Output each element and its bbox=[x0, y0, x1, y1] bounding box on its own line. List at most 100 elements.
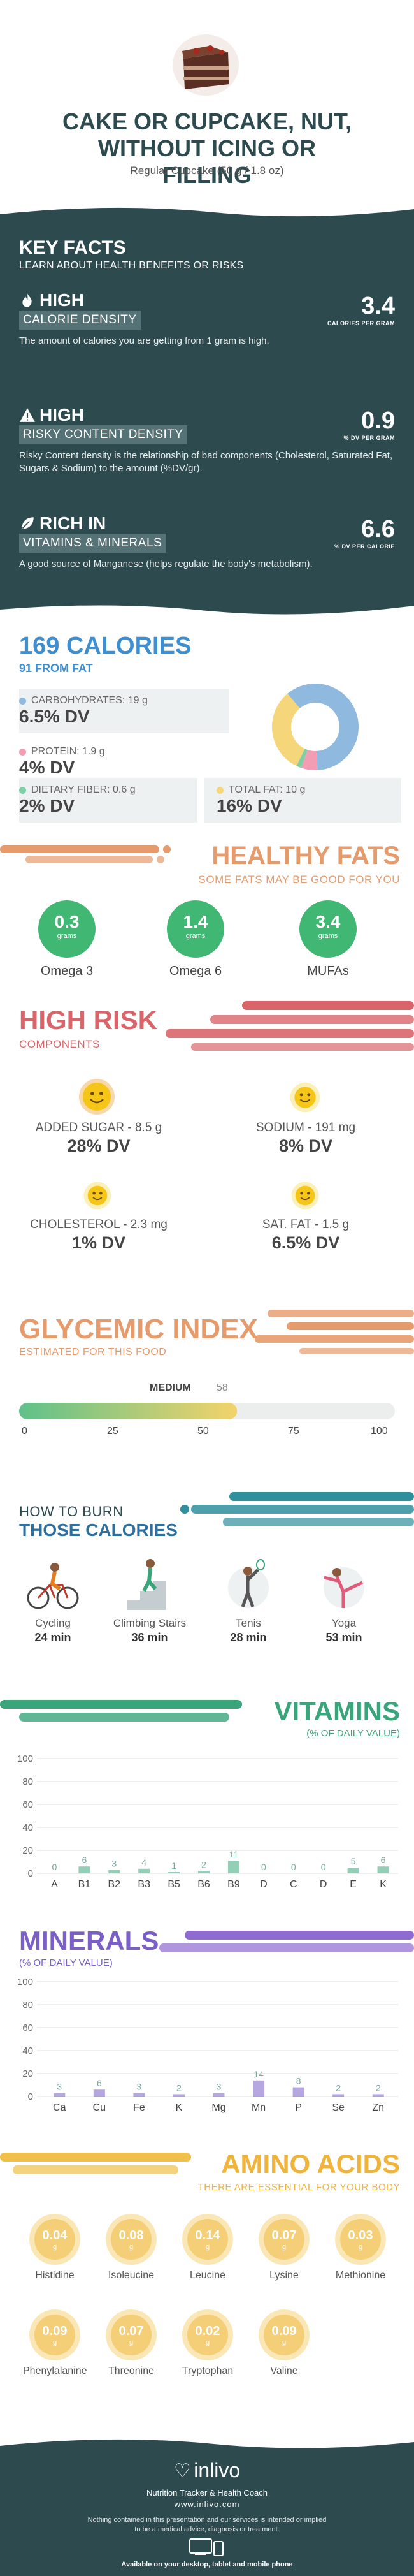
bar-K bbox=[173, 2094, 185, 2097]
amino-value: 0.03 bbox=[348, 2228, 373, 2243]
nutrient-dv: 2% DV bbox=[19, 796, 75, 816]
smiley-icon bbox=[83, 1182, 111, 1210]
amino-name: Tryptophan bbox=[182, 2366, 234, 2376]
amino-name: Histidine bbox=[35, 2270, 75, 2281]
bar-value-label: 6 bbox=[82, 1855, 87, 1865]
nutrient-protein: PROTEIN: 1.9 g 4% DV bbox=[19, 740, 229, 784]
bar-value-label: 6 bbox=[381, 1855, 386, 1865]
smiley-icon bbox=[291, 1182, 319, 1210]
activity-name: Cycling bbox=[35, 1617, 71, 1629]
amino-acids-section: AMINO ACIDS THERE ARE ESSENTIAL FOR YOUR… bbox=[0, 2149, 414, 2436]
glycemic-level: MEDIUM bbox=[150, 1382, 191, 1393]
decor-stripes bbox=[159, 1931, 414, 1952]
donut-slice-protein bbox=[301, 749, 318, 770]
calories-from-fat: 91 FROM FAT bbox=[19, 662, 93, 675]
nutrient-dv: 4% DV bbox=[19, 757, 75, 777]
activity-name: Tenis bbox=[236, 1617, 261, 1629]
amino-badge: 0.07 g bbox=[264, 2219, 304, 2260]
key-fact-unit: % DV PER CALORIE bbox=[334, 543, 395, 550]
x-tick-label: B5 bbox=[168, 1879, 180, 1890]
minerals-title: MINERALS bbox=[19, 1926, 159, 1956]
decor-stripes bbox=[0, 845, 171, 863]
nutrient-dv: 16% DV bbox=[217, 796, 282, 816]
tick-label: 0 bbox=[22, 1426, 27, 1437]
amino-value: 0.09 bbox=[42, 2324, 68, 2338]
wave-divider bbox=[0, 605, 414, 620]
amino-unit: g bbox=[52, 2339, 57, 2346]
page-title: CAKE OR CUPCAKE, NUT, WITHOUT ICING OR F… bbox=[25, 108, 389, 189]
bar-Zn bbox=[372, 2094, 384, 2097]
yoga-icon bbox=[324, 1567, 364, 1608]
nutrient-fat: TOTAL FAT: 10 g 16% DV bbox=[204, 778, 401, 823]
bar-E bbox=[347, 1868, 359, 1873]
bar-Ca bbox=[54, 2093, 66, 2097]
amino-badge: 0.09 g bbox=[34, 2315, 75, 2355]
flame-icon bbox=[22, 293, 32, 307]
calories-title: 169 CALORIES bbox=[19, 633, 192, 659]
activity-time: 36 min bbox=[131, 1631, 168, 1644]
donut-slice-fiber bbox=[296, 749, 308, 768]
y-tick-label: 80 bbox=[22, 2000, 33, 2010]
burn-title-line-2: THOSE CALORIES bbox=[19, 1520, 178, 1540]
legend-dot bbox=[19, 786, 26, 794]
amino-item-leucine: 0.14 g Leucine bbox=[176, 2219, 239, 2281]
amino-unit: g bbox=[205, 2339, 210, 2346]
amino-name: Isoleucine bbox=[108, 2270, 155, 2281]
bar-value-label: 5 bbox=[351, 1856, 356, 1866]
bar-value-label: 4 bbox=[141, 1857, 146, 1868]
x-tick-label: B2 bbox=[108, 1879, 121, 1890]
amino-item-methionine: 0.03 g Methionine bbox=[329, 2219, 392, 2281]
key-fact-value: 0.9 bbox=[361, 407, 395, 434]
legend-dot bbox=[217, 786, 224, 794]
key-fact-calorie-density: HIGH CALORIE DENSITY The amount of calor… bbox=[19, 290, 395, 348]
y-tick-label: 0 bbox=[28, 1868, 33, 1879]
y-tick-label: 0 bbox=[28, 2091, 33, 2102]
amino-item-histidine: 0.04 g Histidine bbox=[23, 2219, 87, 2281]
calories-donut-chart bbox=[271, 684, 359, 770]
nutrient-label: PROTEIN: 1.9 g bbox=[31, 746, 105, 757]
glycemic-subtitle: ESTIMATED FOR THIS FOOD bbox=[19, 1347, 167, 1358]
bar-value-label: 11 bbox=[229, 1849, 239, 1859]
amino-unit: g bbox=[52, 2243, 57, 2251]
devices-icon bbox=[189, 2538, 224, 2556]
footer: ♡ inlivo Nutrition Tracker & Health Coac… bbox=[0, 2434, 414, 2576]
bar-value-label: 8 bbox=[296, 2076, 301, 2086]
bar-B6 bbox=[198, 1871, 210, 1873]
x-tick-label: K bbox=[176, 2102, 183, 2113]
bar-Se bbox=[332, 2094, 345, 2097]
bar-Fe bbox=[133, 2093, 145, 2097]
y-tick-label: 40 bbox=[22, 1822, 33, 1833]
amino-name: Methionine bbox=[335, 2270, 386, 2281]
amino-badge: 0.08 g bbox=[111, 2219, 152, 2260]
wave-divider bbox=[0, 203, 414, 217]
healthy-fats-section: HEALTHY FATS SOME FATS MAY BE GOOD FOR Y… bbox=[0, 842, 414, 1001]
fat-name: Omega 6 bbox=[169, 964, 222, 978]
glycemic-title: GLYCEMIC INDEX bbox=[19, 1314, 258, 1345]
brand-logo[interactable]: ♡ inlivo bbox=[173, 2459, 241, 2482]
activity-climbing-stairs: Climbing Stairs 36 min bbox=[102, 1617, 197, 1644]
risk-dv: 6.5% DV bbox=[271, 1233, 340, 1252]
bar-value-label: 0 bbox=[321, 1862, 326, 1872]
decor-stripes bbox=[0, 1700, 242, 1722]
key-fact-value: 6.6 bbox=[361, 516, 395, 543]
bar-Cu bbox=[93, 2089, 105, 2097]
risk-sodium: SODIUM - 191 mg 8% DV bbox=[210, 1121, 401, 1156]
x-tick-label: D bbox=[260, 1879, 268, 1890]
burn-title-line-1: HOW TO BURN bbox=[19, 1504, 124, 1519]
bar-value-label: 0 bbox=[261, 1862, 266, 1872]
glycemic-index-section: GLYCEMIC INDEX ESTIMATED FOR THIS FOOD M… bbox=[0, 1307, 414, 1492]
smiley-icon bbox=[79, 1079, 115, 1115]
vitamins-bar-chart: 0 20 40 60 80 100 0 A 6 B1 3 B2 4 B3 1 B5 2 B6 11 B9 0 D 0 C 0 D 5… bbox=[17, 1753, 398, 1890]
minerals-subtitle: (% OF DAILY VALUE) bbox=[19, 1958, 113, 1968]
brand-url[interactable]: www.inlivo.com bbox=[174, 2499, 240, 2509]
risk-label: SODIUM - 191 mg bbox=[255, 1121, 356, 1134]
key-facts-subtitle: LEARN ABOUT HEALTH BENEFITS OR RISKS bbox=[19, 260, 244, 271]
amino-name: Leucine bbox=[189, 2270, 226, 2281]
disclaimer-line-2: to be a medical advice, diagnosis or tre… bbox=[134, 2526, 280, 2533]
fat-name: MUFAs bbox=[307, 964, 349, 978]
high-risk-subtitle: COMPONENTS bbox=[19, 1038, 100, 1050]
amino-item-lysine: 0.07 g Lysine bbox=[252, 2219, 316, 2281]
x-tick-label: Ca bbox=[53, 2102, 66, 2113]
x-tick-label: Mn bbox=[252, 2102, 266, 2113]
key-fact-risky-content: HIGH RISKY CONTENT DENSITY Risky Content… bbox=[19, 405, 395, 475]
